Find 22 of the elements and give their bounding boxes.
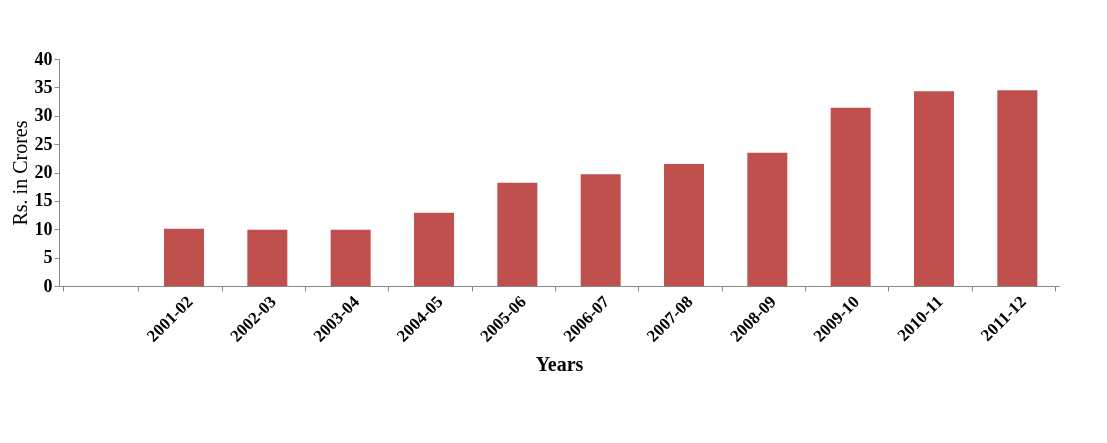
y-tick-label: 15	[34, 190, 53, 211]
y-tick-label: 35	[34, 76, 53, 97]
bar	[164, 228, 204, 286]
bar	[747, 152, 788, 286]
bar	[830, 107, 871, 286]
bar	[664, 163, 704, 286]
y-tick-label: 25	[34, 133, 53, 154]
bar	[580, 174, 621, 286]
bar	[997, 90, 1038, 286]
x-axis-title: Years	[535, 352, 584, 375]
y-tick-label: 40	[34, 48, 53, 69]
y-axis-title: Rs. in Crores	[8, 120, 31, 226]
bar	[247, 229, 288, 286]
y-tick-label: 20	[34, 162, 53, 182]
y-tick-label: 0	[43, 275, 53, 296]
bar	[914, 91, 954, 286]
y-tick-label: 30	[34, 105, 53, 126]
y-tick-label: 5	[43, 247, 53, 268]
bar	[414, 212, 454, 286]
bar	[497, 182, 538, 286]
bar	[330, 229, 371, 286]
y-tick-label: 10	[34, 218, 53, 239]
